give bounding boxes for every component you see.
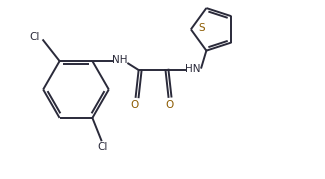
Text: O: O bbox=[130, 100, 138, 110]
Text: NH: NH bbox=[112, 55, 128, 65]
Text: Cl: Cl bbox=[29, 32, 39, 42]
Text: S: S bbox=[198, 23, 205, 33]
Text: O: O bbox=[166, 100, 174, 110]
Text: Cl: Cl bbox=[98, 142, 108, 152]
Text: HN: HN bbox=[186, 64, 201, 74]
